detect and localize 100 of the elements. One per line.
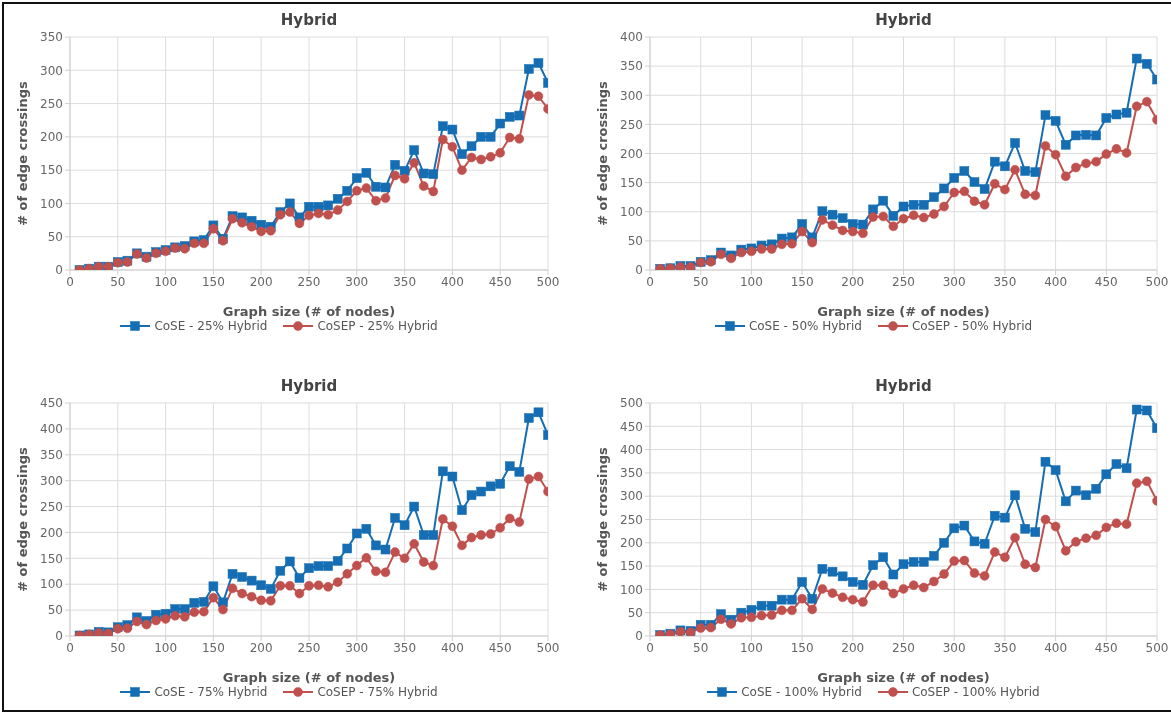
legend-label: CoSEP - 50% Hybrid [911,318,1033,334]
y-tick-label: 200 [620,536,643,551]
y-tick-label: 400 [40,422,63,437]
x-tick-label: 200 [841,640,865,655]
x-tick-label: 450 [1094,640,1118,655]
x-tick-label: 150 [790,274,814,289]
y-tick-label: 150 [40,551,63,566]
legend-label: CoSE - 100% Hybrid [741,685,862,700]
y-tick-label: 450 [40,396,63,411]
y-tick-label: 100 [620,582,643,597]
x-tick-label: 350 [993,274,1017,289]
x-tick-label: 200 [841,274,865,289]
y-tick-label: 300 [620,489,643,504]
x-tick-label: 100 [154,640,178,655]
x-tick-label: 250 [297,640,321,655]
y-tick-label: 50 [627,234,643,249]
y-tick-label: 50 [47,229,63,244]
x-tick-label: 50 [110,274,126,289]
y-tick-label: 0 [55,263,63,278]
y-tick-label: 300 [40,473,63,488]
y-tick-label: 350 [40,448,63,463]
x-tick-label: 100 [739,640,763,655]
y-tick-label: 400 [620,442,643,457]
y-tick-label: 200 [40,130,63,145]
x-tick-label: 400 [440,274,464,289]
y-tick-label: 50 [47,603,63,618]
y-tick-label: 250 [40,96,63,111]
chart-title: Hybrid [874,376,933,397]
y-axis-title: # of edge crossings [594,80,610,226]
x-axis-title: Graph size (# of nodes) [222,670,396,685]
x-tick-label: 400 [1044,274,1068,289]
y-tick-label: 100 [40,577,63,592]
y-tick-label: 0 [635,629,643,644]
legend-label: CoSEP - 75% Hybrid [317,684,438,700]
y-tick-label: 450 [620,419,643,434]
x-tick-label: 500 [1145,640,1169,655]
y-tick-label: 250 [40,499,63,514]
x-tick-label: 150 [201,640,225,655]
y-tick-label: 150 [620,175,643,190]
y-tick-label: 100 [40,196,63,211]
x-axis-title: Graph size (# of nodes) [817,304,990,319]
chart-title: Hybrid [874,10,933,31]
y-tick-label: 300 [40,63,63,78]
x-tick-label: 300 [345,274,369,289]
x-tick-label: 250 [297,274,321,289]
y-tick-label: 200 [40,525,63,540]
y-tick-label: 100 [620,205,643,220]
y-tick-label: 200 [620,146,643,161]
x-tick-label: 50 [693,274,709,289]
y-tick-label: 400 [620,30,643,45]
y-tick-label: 250 [620,512,643,527]
x-tick-label: 300 [942,640,966,655]
y-tick-label: 50 [627,605,643,620]
x-tick-label: 250 [892,640,915,655]
x-tick-label: 0 [646,274,654,289]
x-tick-label: 300 [345,640,369,655]
legend-label: CoSE - 50% Hybrid [748,319,862,334]
x-tick-label: 500 [536,640,560,655]
x-tick-label: 500 [1145,274,1169,289]
x-tick-label: 0 [66,274,74,289]
x-tick-label: 100 [739,274,763,289]
x-tick-label: 150 [790,640,814,655]
y-tick-label: 150 [40,163,63,178]
y-tick-label: 500 [620,396,643,411]
x-tick-label: 50 [693,640,709,655]
x-tick-label: 200 [249,274,273,289]
x-tick-label: 350 [393,274,417,289]
x-tick-label: 250 [892,274,915,289]
x-tick-label: 500 [536,274,560,289]
y-axis-title: # of edge crossings [14,446,30,592]
legend-label: CoSEP - 25% Hybrid [317,318,438,334]
x-tick-label: 400 [1044,640,1068,655]
x-tick-label: 450 [488,274,512,289]
x-tick-label: 350 [393,640,417,655]
x-tick-label: 0 [646,640,654,655]
y-tick-label: 350 [620,59,643,74]
x-tick-label: 0 [66,640,74,655]
x-axis-title: Graph size (# of nodes) [817,670,990,685]
x-axis-title: Graph size (# of nodes) [222,304,396,319]
x-tick-label: 50 [110,640,126,655]
chart-title: Hybrid [279,376,339,397]
x-tick-label: 450 [1094,274,1118,289]
y-tick-label: 150 [620,559,643,574]
x-tick-label: 100 [154,274,178,289]
x-tick-label: 400 [440,640,464,655]
y-axis-title: # of edge crossings [14,80,30,226]
y-axis-title: # of edge crossings [594,446,610,592]
legend-label: CoSE - 25% Hybrid [154,319,268,334]
x-tick-label: 200 [249,640,273,655]
y-tick-label: 350 [40,30,63,45]
legend-label: CoSEP - 100% Hybrid [911,684,1040,700]
chart-title: Hybrid [279,10,339,31]
legend-label: CoSE - 75% Hybrid [154,685,268,700]
y-tick-label: 0 [55,629,63,644]
y-tick-label: 300 [620,88,643,103]
y-tick-label: 0 [635,263,643,278]
x-tick-label: 150 [201,274,225,289]
x-tick-label: 300 [942,274,966,289]
x-tick-label: 350 [993,640,1017,655]
y-tick-label: 350 [620,466,643,481]
